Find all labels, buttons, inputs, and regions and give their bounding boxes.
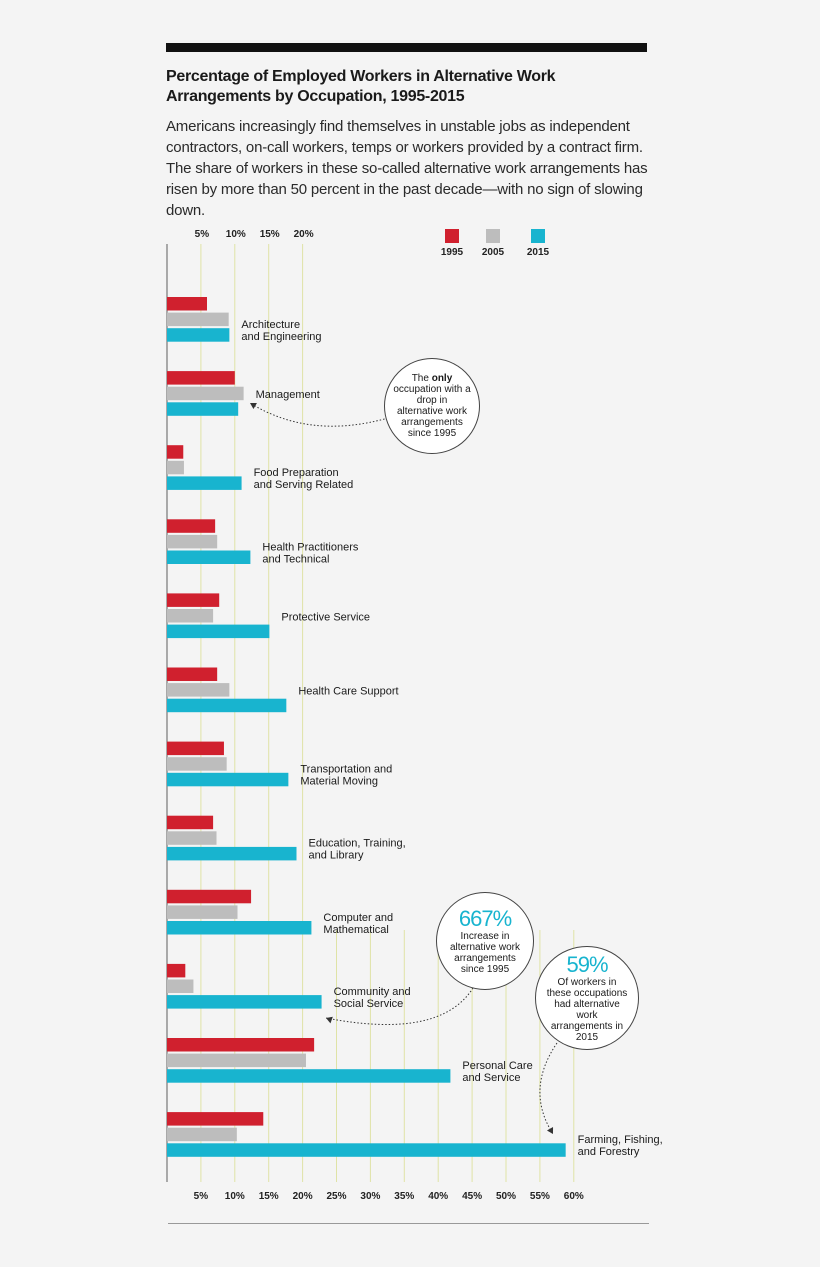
- bar-1995: [167, 963, 186, 978]
- bar-2005: [167, 979, 194, 993]
- bar-2005: [167, 534, 218, 549]
- bar-2005: [167, 312, 229, 327]
- category-label: Food Preparation: [254, 467, 339, 479]
- bar-2015: [167, 1143, 566, 1157]
- annotation-farming-value: 59%: [566, 952, 608, 977]
- bottom-tick-label: 20%: [293, 1191, 313, 1202]
- bar-2005: [167, 1053, 306, 1068]
- category-label: and Serving Related: [254, 479, 354, 491]
- bottom-tick-label: 5%: [194, 1191, 209, 1202]
- bar-1995: [167, 667, 218, 681]
- annotation-arrow-management: [249, 402, 389, 427]
- category-label: Material Moving: [300, 776, 378, 788]
- bottom-tick-label: 60%: [564, 1191, 584, 1202]
- bottom-tick-label: 15%: [259, 1191, 279, 1202]
- bar-2015: [167, 846, 297, 861]
- annotation-management-text: The only occupation with a drop in alter…: [393, 373, 471, 439]
- bar-1995: [167, 815, 214, 830]
- bar-2015: [167, 772, 289, 787]
- bar-1995: [167, 593, 220, 607]
- category-label: and Service: [462, 1072, 520, 1084]
- category-label: Health Practitioners: [262, 541, 358, 553]
- bar-1995: [167, 1112, 264, 1126]
- bar-2015: [167, 698, 287, 713]
- category-label: Computer and: [323, 912, 393, 924]
- annotation-community-value: 667%: [458, 906, 512, 931]
- bar-2015: [167, 921, 312, 935]
- bar-2015: [167, 624, 270, 639]
- category-label: Farming, Fishing,: [578, 1134, 663, 1146]
- bottom-tick-label: 40%: [428, 1191, 448, 1202]
- bar-2015: [167, 550, 251, 564]
- legend-label: 2015: [527, 247, 550, 258]
- category-label: Education, Training,: [308, 838, 405, 850]
- legend-label: 2005: [482, 247, 505, 258]
- bar-1995: [167, 371, 235, 385]
- bar-1995: [167, 1038, 315, 1052]
- category-label: and Forestry: [578, 1146, 640, 1158]
- annotation-management: The only occupation with a drop in alter…: [384, 358, 480, 454]
- top-tick-label: 5%: [195, 229, 210, 240]
- annotation-community: 667% Increase in alternative work arrang…: [436, 892, 534, 990]
- bar-2005: [167, 460, 184, 475]
- category-label: and Library: [308, 850, 364, 862]
- annotation-arrow-farming-head: [546, 1127, 554, 1134]
- category-label: Architecture: [241, 319, 300, 331]
- annotation-arrow-farming: [539, 1042, 558, 1135]
- category-label: Community and: [334, 986, 411, 998]
- category-label: and Technical: [262, 553, 329, 565]
- annotation-farming-text: Of workers in these occupations had alte…: [546, 977, 628, 1043]
- legend-swatch-2015: [531, 229, 545, 243]
- bottom-rule: [168, 1223, 649, 1224]
- category-label: Personal Care: [462, 1060, 532, 1072]
- bar-2005: [167, 683, 230, 697]
- top-tick-label: 15%: [260, 229, 280, 240]
- bar-2015: [167, 328, 230, 342]
- bar-1995: [167, 889, 252, 904]
- bar-2005: [167, 757, 227, 771]
- category-label: Mathematical: [323, 924, 388, 936]
- bar-1995: [167, 297, 208, 311]
- category-label: and Engineering: [241, 331, 321, 343]
- annotation-community-text: Increase in alternative work arrangement…: [449, 931, 521, 975]
- bottom-tick-label: 30%: [360, 1191, 380, 1202]
- bar-2005: [167, 831, 217, 845]
- category-label: Transportation and: [300, 764, 392, 776]
- legend-swatch-1995: [445, 229, 459, 243]
- bar-1995: [167, 445, 184, 459]
- top-tick-label: 10%: [226, 229, 246, 240]
- bar-2015: [167, 995, 322, 1009]
- bottom-tick-label: 45%: [462, 1191, 482, 1202]
- bottom-tick-label: 50%: [496, 1191, 516, 1202]
- bar-2005: [167, 1127, 237, 1142]
- top-tick-label: 20%: [294, 229, 314, 240]
- chart-subtitle: Americans increasingly find themselves i…: [166, 118, 648, 219]
- bar-2005: [167, 905, 238, 919]
- bottom-tick-label: 55%: [530, 1191, 550, 1202]
- bottom-tick-label: 35%: [394, 1191, 414, 1202]
- category-label: Protective Service: [281, 611, 370, 623]
- annotation-arrow-management-head: [250, 402, 257, 410]
- category-label: Social Service: [334, 998, 404, 1010]
- category-label: Management: [256, 389, 320, 401]
- bar-2015: [167, 1069, 451, 1083]
- category-label: Health Care Support: [298, 686, 398, 698]
- legend-label: 1995: [441, 247, 464, 258]
- bar-2005: [167, 386, 244, 401]
- bar-2015: [167, 402, 239, 416]
- bottom-tick-label: 25%: [326, 1191, 346, 1202]
- annotation-arrow-community-head: [326, 1016, 333, 1024]
- bottom-tick-label: 10%: [225, 1191, 245, 1202]
- bar-2015: [167, 476, 242, 490]
- bar-2005: [167, 609, 214, 623]
- annotation-arrow-community: [325, 987, 474, 1026]
- bar-1995: [167, 741, 224, 756]
- top-rule: [166, 43, 647, 52]
- legend-swatch-2005: [486, 229, 500, 243]
- bar-1995: [167, 519, 216, 533]
- annotation-farming: 59% Of workers in these occupations had …: [535, 946, 639, 1050]
- chart-title: Percentage of Employed Workers in Altern…: [166, 68, 556, 105]
